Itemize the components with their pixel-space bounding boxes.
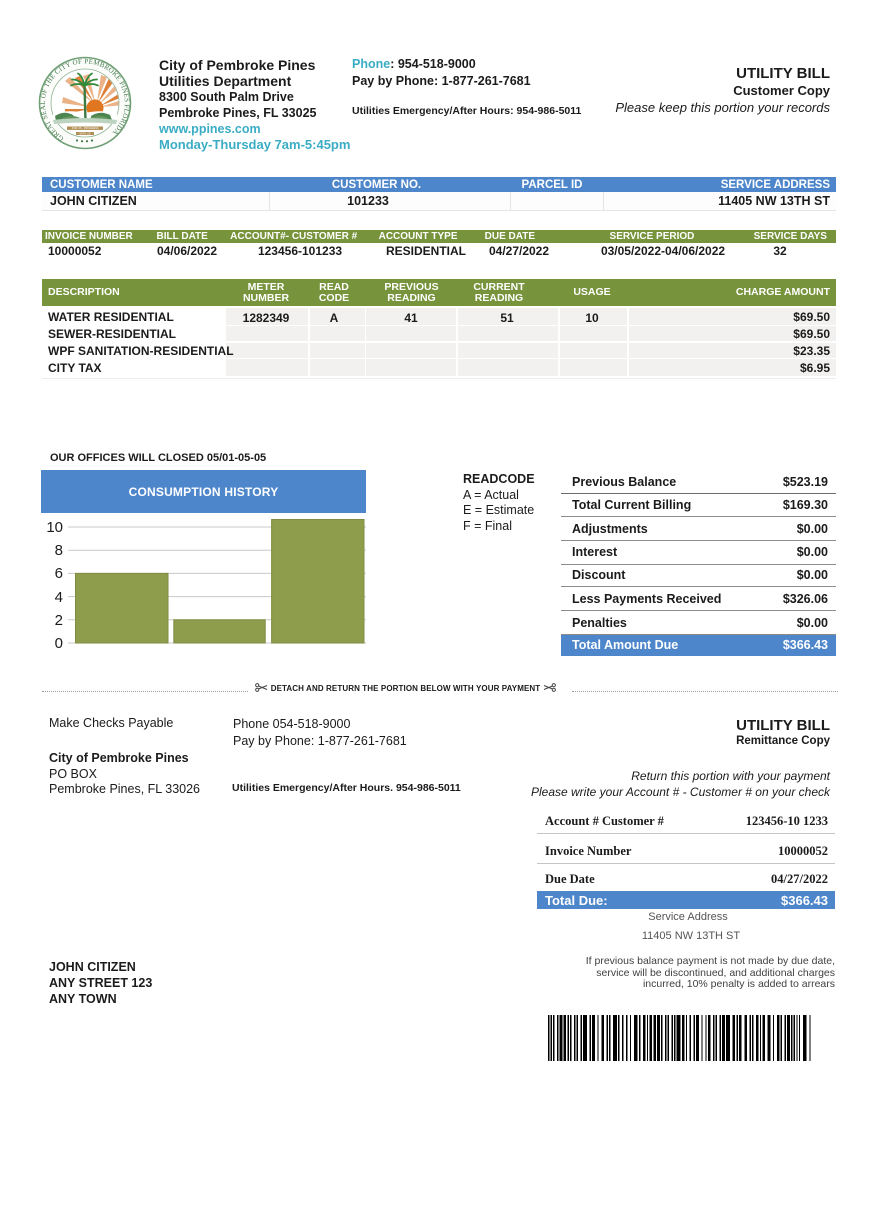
svg-text:2: 2 <box>55 612 63 629</box>
svg-text:8: 8 <box>55 542 63 559</box>
svg-text:6: 6 <box>55 565 63 582</box>
svg-text:JOIN US - PROGRESS: JOIN US - PROGRESS <box>71 126 99 130</box>
svg-text:10: 10 <box>46 519 63 536</box>
svg-text:WITH US: WITH US <box>80 131 91 135</box>
svg-text:4: 4 <box>55 589 63 606</box>
svg-text:0: 0 <box>55 635 63 650</box>
